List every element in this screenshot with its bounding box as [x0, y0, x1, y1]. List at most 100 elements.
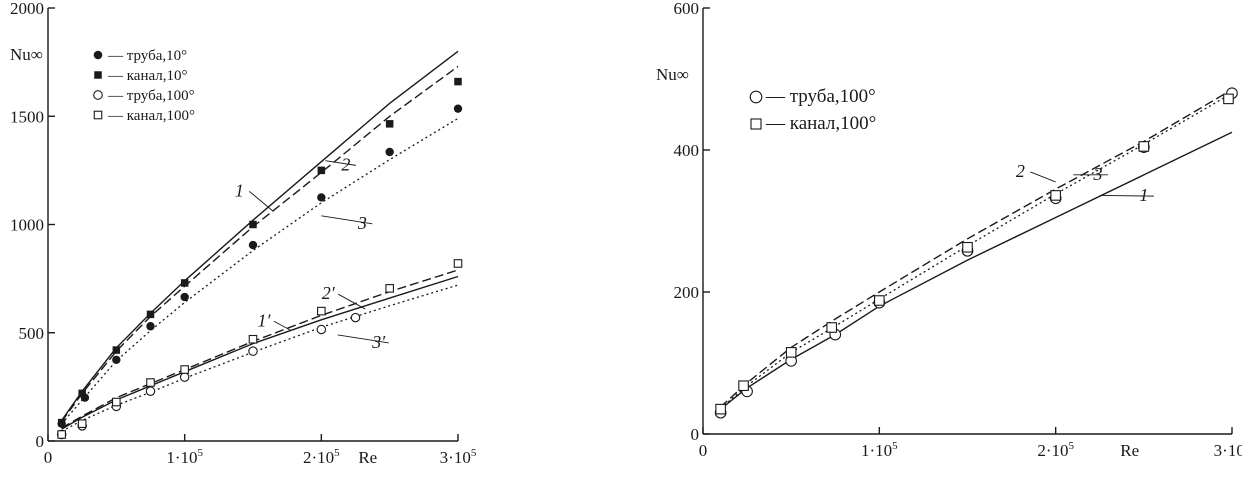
data-point-open-circle: [316, 324, 327, 335]
curve-label: 2′: [322, 283, 336, 303]
data-point-filled-square: [317, 166, 326, 175]
series-line-1: [61, 50, 459, 421]
x-tick-exponent: 5: [198, 447, 204, 459]
y-tick-label: 500: [19, 324, 45, 343]
x-tick-label: 3·105: [440, 447, 477, 467]
y-axis-label: Nu∞: [656, 65, 689, 84]
data-point-open-circle: [350, 312, 361, 323]
chart-right: 0 200 400 600 0 1·105 2·105 3·105 Re Nu∞ 2 3 1 — труб…: [656, 0, 1242, 460]
x-tick-exponent: 5: [1069, 440, 1075, 452]
curve-label: 3: [1092, 164, 1102, 184]
curve-label: 3: [357, 213, 367, 233]
x-tick-label: 1·105: [861, 440, 898, 460]
legend-marker: [749, 90, 763, 104]
curve-label-leader: [1099, 194, 1154, 197]
x-tick-label: 3·105: [1214, 440, 1242, 460]
legend-label: — канал,100°: [765, 113, 876, 134]
data-point-filled-circle: [453, 104, 463, 113]
data-point-filled-square: [249, 220, 257, 229]
data-point-open-square: [453, 259, 463, 268]
curve-label-leader: [273, 320, 292, 331]
x-tick-label: 1·105: [166, 447, 203, 467]
curve-label-leader: [321, 215, 373, 225]
data-point-open-circle: [248, 346, 258, 356]
data-point-open-circle: [145, 386, 156, 396]
legend-label: — канал,10°: [107, 68, 188, 84]
chart-left: 0 500 1000 1500 2000 0 1·105 2·105 3·105 Re Nu∞ 1 2 3…: [10, 0, 477, 467]
series-line-2: [720, 88, 1233, 408]
legend-marker: [93, 110, 103, 120]
data-point-open-square: [715, 403, 726, 415]
data-point-filled-square: [454, 77, 462, 86]
curve-label: 1: [235, 180, 244, 200]
data-point-open-square: [57, 430, 66, 439]
legend-marker: [750, 118, 762, 130]
series-line-3: [61, 117, 459, 425]
data-point-filled-circle: [248, 240, 258, 250]
y-tick-label: 200: [674, 283, 700, 302]
data-point-filled-square: [146, 310, 155, 319]
data-point-filled-square: [112, 346, 121, 354]
y-tick-label: 1000: [10, 216, 44, 235]
data-point-open-square: [1223, 93, 1234, 105]
data-point-open-square: [248, 334, 258, 344]
x-tick-label: 0: [44, 448, 53, 467]
y-tick-label: 1500: [10, 107, 44, 126]
series-line-1′: [61, 275, 459, 430]
y-axis-label: Nu∞: [10, 45, 43, 64]
legend-marker: [94, 71, 102, 79]
curve-label-leader: [1030, 171, 1056, 183]
curve-label: 3′: [371, 332, 386, 352]
legend-label: — труба,100°: [765, 86, 876, 107]
data-point-filled-square: [78, 389, 86, 398]
series-line-3′: [61, 284, 459, 432]
data-point-filled-circle: [146, 322, 155, 331]
x-axis-label: Re: [1120, 441, 1139, 460]
data-point-open-square: [738, 380, 749, 392]
series-line-3: [720, 92, 1233, 409]
data-point-open-square: [962, 241, 973, 253]
curve-label-leader: [337, 293, 366, 310]
x-tick-label: 0: [699, 441, 708, 460]
y-tick-label: 0: [691, 425, 700, 444]
data-point-filled-circle: [317, 193, 326, 202]
x-tick-exponent: 5: [334, 447, 340, 459]
data-point-filled-square: [385, 120, 394, 128]
x-tick-label: 2·105: [303, 447, 340, 467]
data-point-open-square: [874, 295, 885, 306]
data-point-filled-circle: [385, 147, 394, 157]
data-point-filled-circle: [180, 292, 189, 302]
data-point-open-square: [317, 306, 326, 316]
data-point-filled-circle: [112, 355, 121, 365]
legend-label: — труба,100°: [107, 88, 195, 104]
data-point-open-square: [180, 365, 189, 374]
data-point-open-square: [146, 378, 155, 387]
legend-marker: [93, 90, 103, 100]
curve-label-leader: [337, 334, 389, 344]
series-line-1: [720, 131, 1233, 410]
curve-label: 2: [341, 154, 350, 174]
y-tick-label: 0: [36, 432, 45, 451]
data-point-open-square: [1050, 190, 1061, 201]
legend-label: — труба,10°: [107, 48, 187, 64]
data-point-open-square: [785, 347, 797, 358]
y-tick-label: 2000: [10, 0, 44, 18]
series-line-2′: [61, 269, 459, 429]
x-tick-exponent: 5: [892, 440, 898, 452]
legend-marker: [93, 50, 103, 60]
legend-label: — канал,100°: [107, 108, 195, 124]
x-tick-exponent: 5: [471, 447, 477, 459]
data-point-open-circle: [179, 372, 190, 382]
curve-label-leader: [325, 160, 357, 166]
y-tick-label: 400: [674, 141, 700, 160]
data-point-open-square: [112, 397, 121, 407]
data-point-open-square: [826, 322, 838, 333]
data-point-filled-square: [180, 279, 189, 287]
y-tick-label: 600: [674, 0, 700, 18]
x-tick-label: 2·105: [1037, 440, 1074, 460]
curve-label-leader: [249, 191, 274, 212]
x-axis-label: Re: [358, 448, 377, 467]
curve-label: 1: [1139, 185, 1148, 205]
data-point-open-square: [385, 284, 394, 293]
